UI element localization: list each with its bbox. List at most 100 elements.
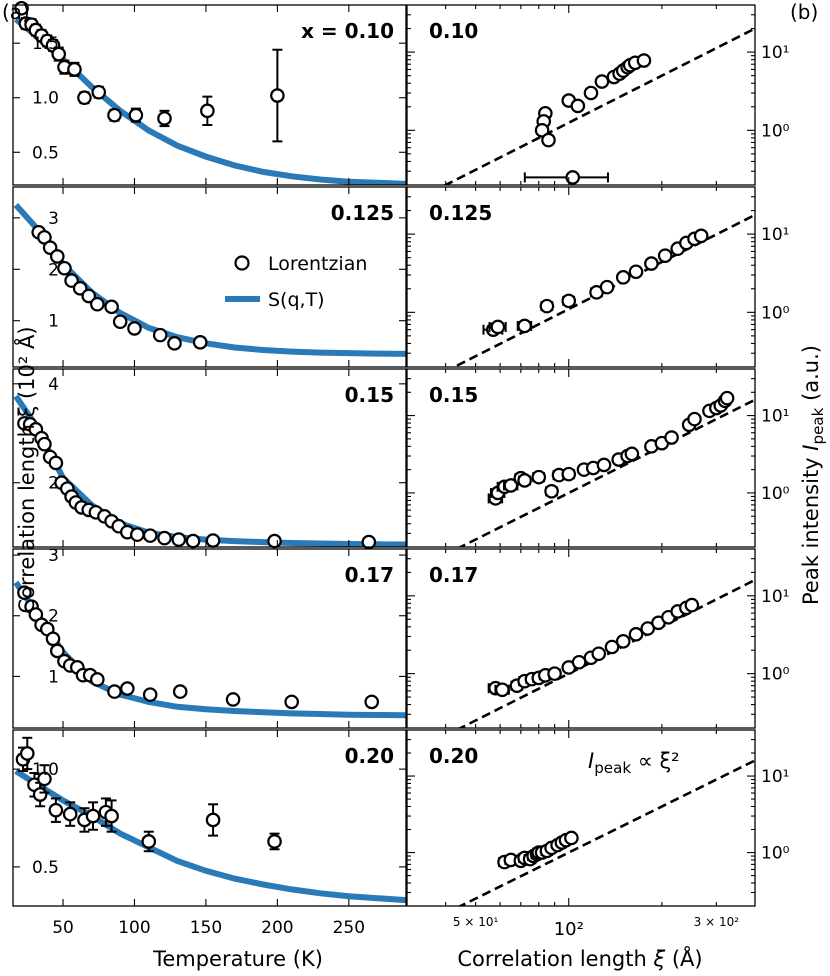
data-point	[490, 319, 506, 335]
data-point	[539, 298, 555, 314]
right-panel-0: 10⁰ 10¹ 0.10	[406, 4, 790, 186]
x-tick-label: 100	[118, 918, 150, 938]
data-point	[171, 532, 187, 547]
data-point	[91, 84, 107, 100]
data-point	[85, 808, 101, 824]
data-point	[684, 597, 700, 613]
data-point	[565, 170, 581, 185]
guide-line	[457, 759, 755, 906]
y-tick-label: 3	[48, 546, 59, 566]
data-point	[534, 123, 550, 138]
y-tick-label: 1.0	[32, 89, 59, 109]
y-tick-label: 10⁰	[761, 484, 790, 504]
data-point	[591, 646, 607, 662]
data-point	[270, 88, 285, 103]
data-point	[37, 771, 52, 787]
data-point	[205, 812, 221, 828]
data-point	[596, 457, 612, 473]
data-point	[364, 694, 380, 710]
panel-frame	[406, 548, 756, 729]
model-curve-line	[13, 16, 406, 185]
x-tick-label: 50	[52, 918, 74, 938]
y-tick-label: 10⁰	[761, 665, 790, 685]
data-point	[104, 299, 119, 315]
data-point	[157, 111, 172, 126]
data-point	[628, 627, 644, 642]
data-point	[90, 296, 105, 312]
data-point	[107, 107, 122, 123]
y-tick-label: 0.5	[32, 143, 59, 163]
right-panel-4: 10⁰ 10¹ 5 × 10¹ 10² 3 × 10² 0.20 Ipeak ∝ ξ²	[406, 729, 790, 940]
data-point	[693, 228, 709, 244]
panel-frame	[12, 368, 407, 548]
data-point	[152, 327, 168, 343]
data-point	[636, 53, 652, 68]
data-point	[205, 533, 221, 548]
data-point	[640, 621, 656, 636]
data-point	[503, 478, 519, 493]
y-tick-label: 10⁰	[761, 121, 790, 141]
figure-label-left: (a)	[2, 0, 30, 24]
y-tick-label: 1.0	[32, 760, 59, 780]
left-x-axis-label: Temperature (K)	[152, 947, 323, 971]
data-point	[583, 85, 599, 101]
data-point	[81, 288, 97, 304]
data-point	[561, 466, 577, 482]
y-tick-label: 2	[48, 260, 59, 280]
panel-tag: 0.10	[429, 19, 478, 43]
data-point	[67, 62, 82, 77]
data-point	[664, 430, 679, 445]
model-curve-line	[14, 768, 406, 904]
data-point	[127, 321, 142, 336]
y-tick-label: 10¹	[761, 407, 789, 427]
x-tick-label: 200	[261, 918, 293, 938]
data-point	[50, 643, 65, 659]
data-point	[495, 682, 510, 698]
data-point	[112, 314, 128, 330]
data-point	[200, 103, 215, 119]
data-point	[719, 390, 735, 406]
y-tick-label: 1.5	[32, 34, 59, 54]
data-point	[517, 318, 532, 334]
legend-marker	[234, 255, 250, 271]
data-point	[547, 666, 562, 681]
data-point	[157, 530, 172, 546]
data-point	[570, 98, 586, 114]
x-tick-label: 150	[190, 918, 222, 938]
data-point	[604, 639, 620, 655]
right-panel-1: 10⁰ 10¹ 0.125	[406, 186, 790, 368]
data-point	[50, 249, 65, 264]
data-point	[32, 787, 48, 802]
data-point	[615, 270, 631, 285]
data-point	[45, 631, 61, 647]
data-point	[37, 436, 52, 452]
x-tick-label: 5 × 10¹	[453, 915, 499, 929]
y-tick-label: 3	[48, 209, 59, 229]
y-tick-label: 10⁰	[761, 303, 790, 323]
y-tick-label: 1	[48, 667, 59, 687]
panel-tag: 0.20	[345, 744, 394, 768]
panel-tag: 0.125	[429, 201, 492, 225]
guide-line	[442, 27, 755, 185]
data-point	[517, 473, 532, 488]
legend-label-line: S(q,T)	[268, 289, 325, 311]
figure-label-right: (b)	[790, 0, 818, 24]
left-panel-2: 24 0.15	[12, 368, 407, 550]
panel-frame	[406, 368, 756, 548]
right-y-axis-label: Peak intensity Ipeak (a.u.)	[799, 345, 827, 605]
y-tick-label: 1	[48, 312, 59, 332]
panel-frame	[406, 4, 756, 186]
legend-label-points: Lorentzian	[268, 253, 367, 275]
data-point	[142, 528, 158, 543]
panel-tag: 0.15	[345, 383, 394, 407]
data-point	[615, 634, 631, 649]
data-point	[120, 681, 135, 696]
data-point	[130, 527, 145, 542]
data-point	[141, 834, 157, 849]
guide-line	[457, 398, 755, 547]
right-panel-3: 10⁰ 10¹ 0.17	[406, 548, 790, 729]
data-point	[77, 90, 92, 106]
left-panel-3: 1 2 3 0.17	[12, 546, 407, 729]
data-point	[142, 687, 158, 702]
x-tick-label: 3 × 10²	[694, 915, 740, 929]
